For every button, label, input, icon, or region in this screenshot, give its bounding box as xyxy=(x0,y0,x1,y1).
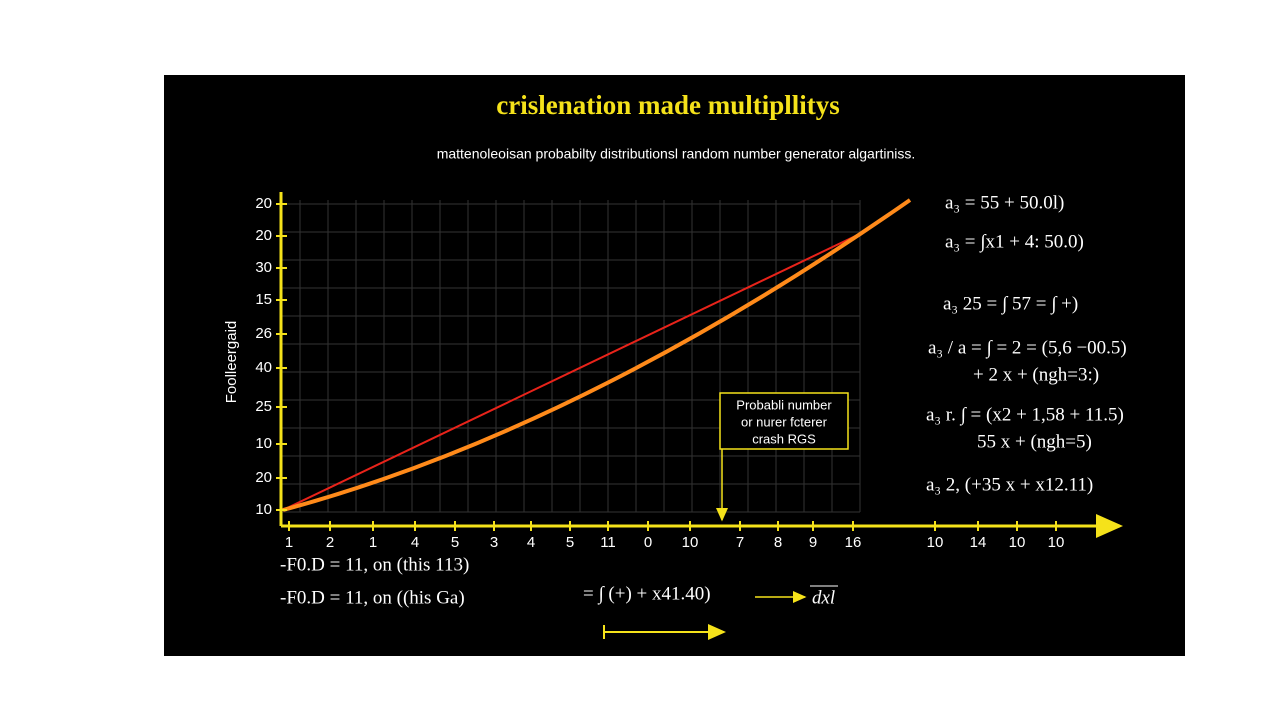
x-tick-label: 1 xyxy=(369,534,377,551)
y-tick-label: 25 xyxy=(255,398,272,415)
x-tick-label: 4 xyxy=(527,534,535,551)
x-tick-label: 16 xyxy=(845,534,862,551)
x-tick-label: 10 xyxy=(1048,534,1065,551)
annotation-text: or nurer fcterer xyxy=(741,414,828,429)
x-tick-label: 10 xyxy=(1009,534,1026,551)
subtitle: mattenoleoisan probabilty distributionsl… xyxy=(437,146,916,162)
footer-line: -F0.D = 11, on (this 113) xyxy=(280,554,469,575)
red-curve xyxy=(282,229,869,511)
orange-curve xyxy=(282,198,912,512)
x-tick-label: 10 xyxy=(682,534,699,551)
footer-formula: = ∫ (+) + x41.40) xyxy=(583,583,711,605)
title: crislenation made multipllitys xyxy=(496,90,840,120)
annotation-box xyxy=(719,392,849,450)
y-tick-label: 15 xyxy=(255,291,272,308)
x-tick-label: 2 xyxy=(326,534,334,551)
x-tick-label: 5 xyxy=(451,534,459,551)
y-tick-label: 20 xyxy=(255,195,272,212)
panel xyxy=(164,75,1185,656)
y-tick-label: 10 xyxy=(255,435,272,452)
equation: a₃ = ∫x1 + 4: 50.0) xyxy=(945,231,1084,253)
x-tick-label: 5 xyxy=(566,534,574,551)
x-tick-label: 7 xyxy=(736,534,744,551)
y-tick-label: 26 xyxy=(255,325,272,342)
annotation-text: crash RGS xyxy=(752,431,816,446)
x-tick-label: 10 xyxy=(927,534,944,551)
x-tick-label: 14 xyxy=(970,534,987,551)
x-tick-label: 9 xyxy=(809,534,817,551)
equation: a₃ r. ∫ = (x2 + 1,58 + 11.5) xyxy=(926,404,1124,426)
y-tick-label: 20 xyxy=(255,469,272,486)
y-tick-label: 30 xyxy=(255,259,272,276)
footer-line: -F0.D = 11, on ((his Ga) xyxy=(280,587,465,608)
x-tick-label: 1 xyxy=(285,534,293,551)
equation: a₃ = 55 + 50.0l) xyxy=(945,192,1064,213)
annotation-text: Probabli number xyxy=(736,397,832,412)
equation: + 2 x + (ngh=3:) xyxy=(973,364,1099,385)
y-tick-label: 40 xyxy=(255,359,272,376)
equation: 55 x + (ngh=5) xyxy=(977,431,1092,452)
equation: a₃ 25 = ∫ 57 = ∫ +) xyxy=(943,293,1078,315)
x-tick-label: 8 xyxy=(774,534,782,551)
y-axis-label: Foolleergaid xyxy=(223,321,240,404)
x-tick-label: 0 xyxy=(644,534,652,551)
equation: a₃ 2, (+35 x + x12.11) xyxy=(926,474,1093,495)
x-tick-label: 11 xyxy=(600,534,616,551)
y-tick-label: 10 xyxy=(255,501,272,518)
footer-result: dxl xyxy=(812,587,835,608)
x-tick-label: 4 xyxy=(411,534,419,551)
equation: a₃ / a = ∫ = 2 = (5,6 −00.5) xyxy=(928,337,1127,359)
y-tick-label: 20 xyxy=(255,227,272,244)
x-tick-label: 3 xyxy=(490,534,498,551)
